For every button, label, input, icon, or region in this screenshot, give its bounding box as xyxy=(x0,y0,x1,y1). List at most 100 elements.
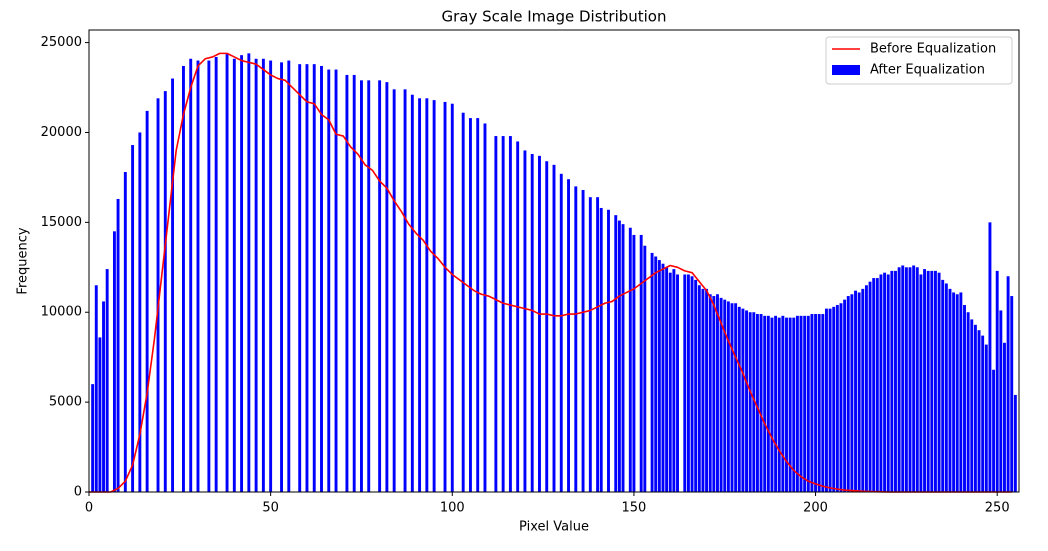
bar xyxy=(443,101,447,492)
bar xyxy=(748,312,752,492)
bar xyxy=(832,306,836,492)
x-tick-label: 100 xyxy=(440,501,465,516)
bar xyxy=(719,297,723,492)
axes-frame xyxy=(88,29,1020,493)
bar xyxy=(661,263,665,492)
bar xyxy=(138,132,142,492)
bar xyxy=(483,123,487,492)
y-tick-label: 20000 xyxy=(41,125,82,140)
bar xyxy=(981,335,985,492)
bar xyxy=(345,74,349,492)
bar xyxy=(774,315,778,492)
bar xyxy=(559,173,563,492)
x-tick-label: 250 xyxy=(985,501,1010,516)
bar xyxy=(752,312,756,492)
y-tick-label: 10000 xyxy=(41,305,82,320)
bar xyxy=(530,154,534,492)
bar xyxy=(799,315,803,492)
bar xyxy=(334,69,338,492)
bar xyxy=(988,222,992,492)
bar xyxy=(214,56,218,493)
bar xyxy=(665,267,669,492)
bar xyxy=(476,118,480,492)
bar xyxy=(581,189,585,492)
bar xyxy=(1013,394,1017,492)
bar xyxy=(247,53,251,492)
y-tick-label: 0 xyxy=(74,485,82,500)
bar xyxy=(1003,342,1006,492)
bar xyxy=(846,296,850,492)
bar xyxy=(450,103,454,492)
bar xyxy=(91,384,95,492)
legend-label: After Equalization xyxy=(870,63,985,78)
bar xyxy=(102,301,105,492)
bar xyxy=(305,64,309,492)
bar xyxy=(523,150,527,492)
bar xyxy=(123,172,127,492)
bar xyxy=(607,209,610,492)
bar xyxy=(599,207,603,492)
bar xyxy=(410,94,414,493)
bar xyxy=(890,270,894,492)
bar xyxy=(810,314,814,492)
bar xyxy=(432,100,436,492)
bar xyxy=(730,303,734,492)
y-axis-label: Frequency xyxy=(16,227,31,294)
bar xyxy=(105,269,109,492)
bar xyxy=(726,301,730,492)
bar xyxy=(904,267,908,492)
bar xyxy=(697,285,701,492)
x-axis-label: Pixel Value xyxy=(519,520,589,535)
bar xyxy=(792,317,796,492)
bar xyxy=(156,98,160,493)
bar xyxy=(861,288,865,492)
bar xyxy=(926,270,930,492)
line xyxy=(89,52,1012,493)
bar xyxy=(941,279,945,492)
bar xyxy=(963,305,966,492)
bar xyxy=(944,283,948,492)
bar xyxy=(298,64,302,492)
bar xyxy=(367,80,371,493)
bar xyxy=(777,317,781,492)
y-tick-label: 25000 xyxy=(41,35,82,50)
bar xyxy=(984,344,988,492)
bar xyxy=(287,60,291,493)
bar xyxy=(723,299,727,492)
bar xyxy=(196,60,200,493)
bar xyxy=(995,270,999,492)
bar xyxy=(327,69,331,492)
legend-swatch xyxy=(832,65,860,75)
bar xyxy=(574,186,578,492)
bar xyxy=(552,164,556,493)
plot-area xyxy=(89,52,1017,493)
x-tick-label: 0 xyxy=(85,501,93,516)
bar xyxy=(240,55,244,492)
bar xyxy=(418,98,422,493)
bar xyxy=(883,272,887,492)
bar xyxy=(864,285,868,492)
bar xyxy=(930,270,934,492)
bar xyxy=(280,62,283,493)
bar xyxy=(131,145,135,492)
bar xyxy=(741,308,745,492)
bar xyxy=(545,161,549,493)
bar xyxy=(705,288,709,492)
bar xyxy=(886,274,890,492)
bar xyxy=(788,317,792,492)
bar xyxy=(494,136,498,492)
bar xyxy=(392,89,396,492)
bar xyxy=(182,65,185,492)
bar xyxy=(806,315,810,492)
bar xyxy=(425,98,429,493)
bar xyxy=(596,197,600,493)
bar xyxy=(632,234,636,493)
y-tick-label: 5000 xyxy=(49,395,82,410)
bar xyxy=(614,215,618,492)
bar xyxy=(403,89,407,492)
bar xyxy=(567,179,570,492)
bar xyxy=(683,274,687,492)
bar xyxy=(171,78,175,493)
bar xyxy=(737,306,741,492)
